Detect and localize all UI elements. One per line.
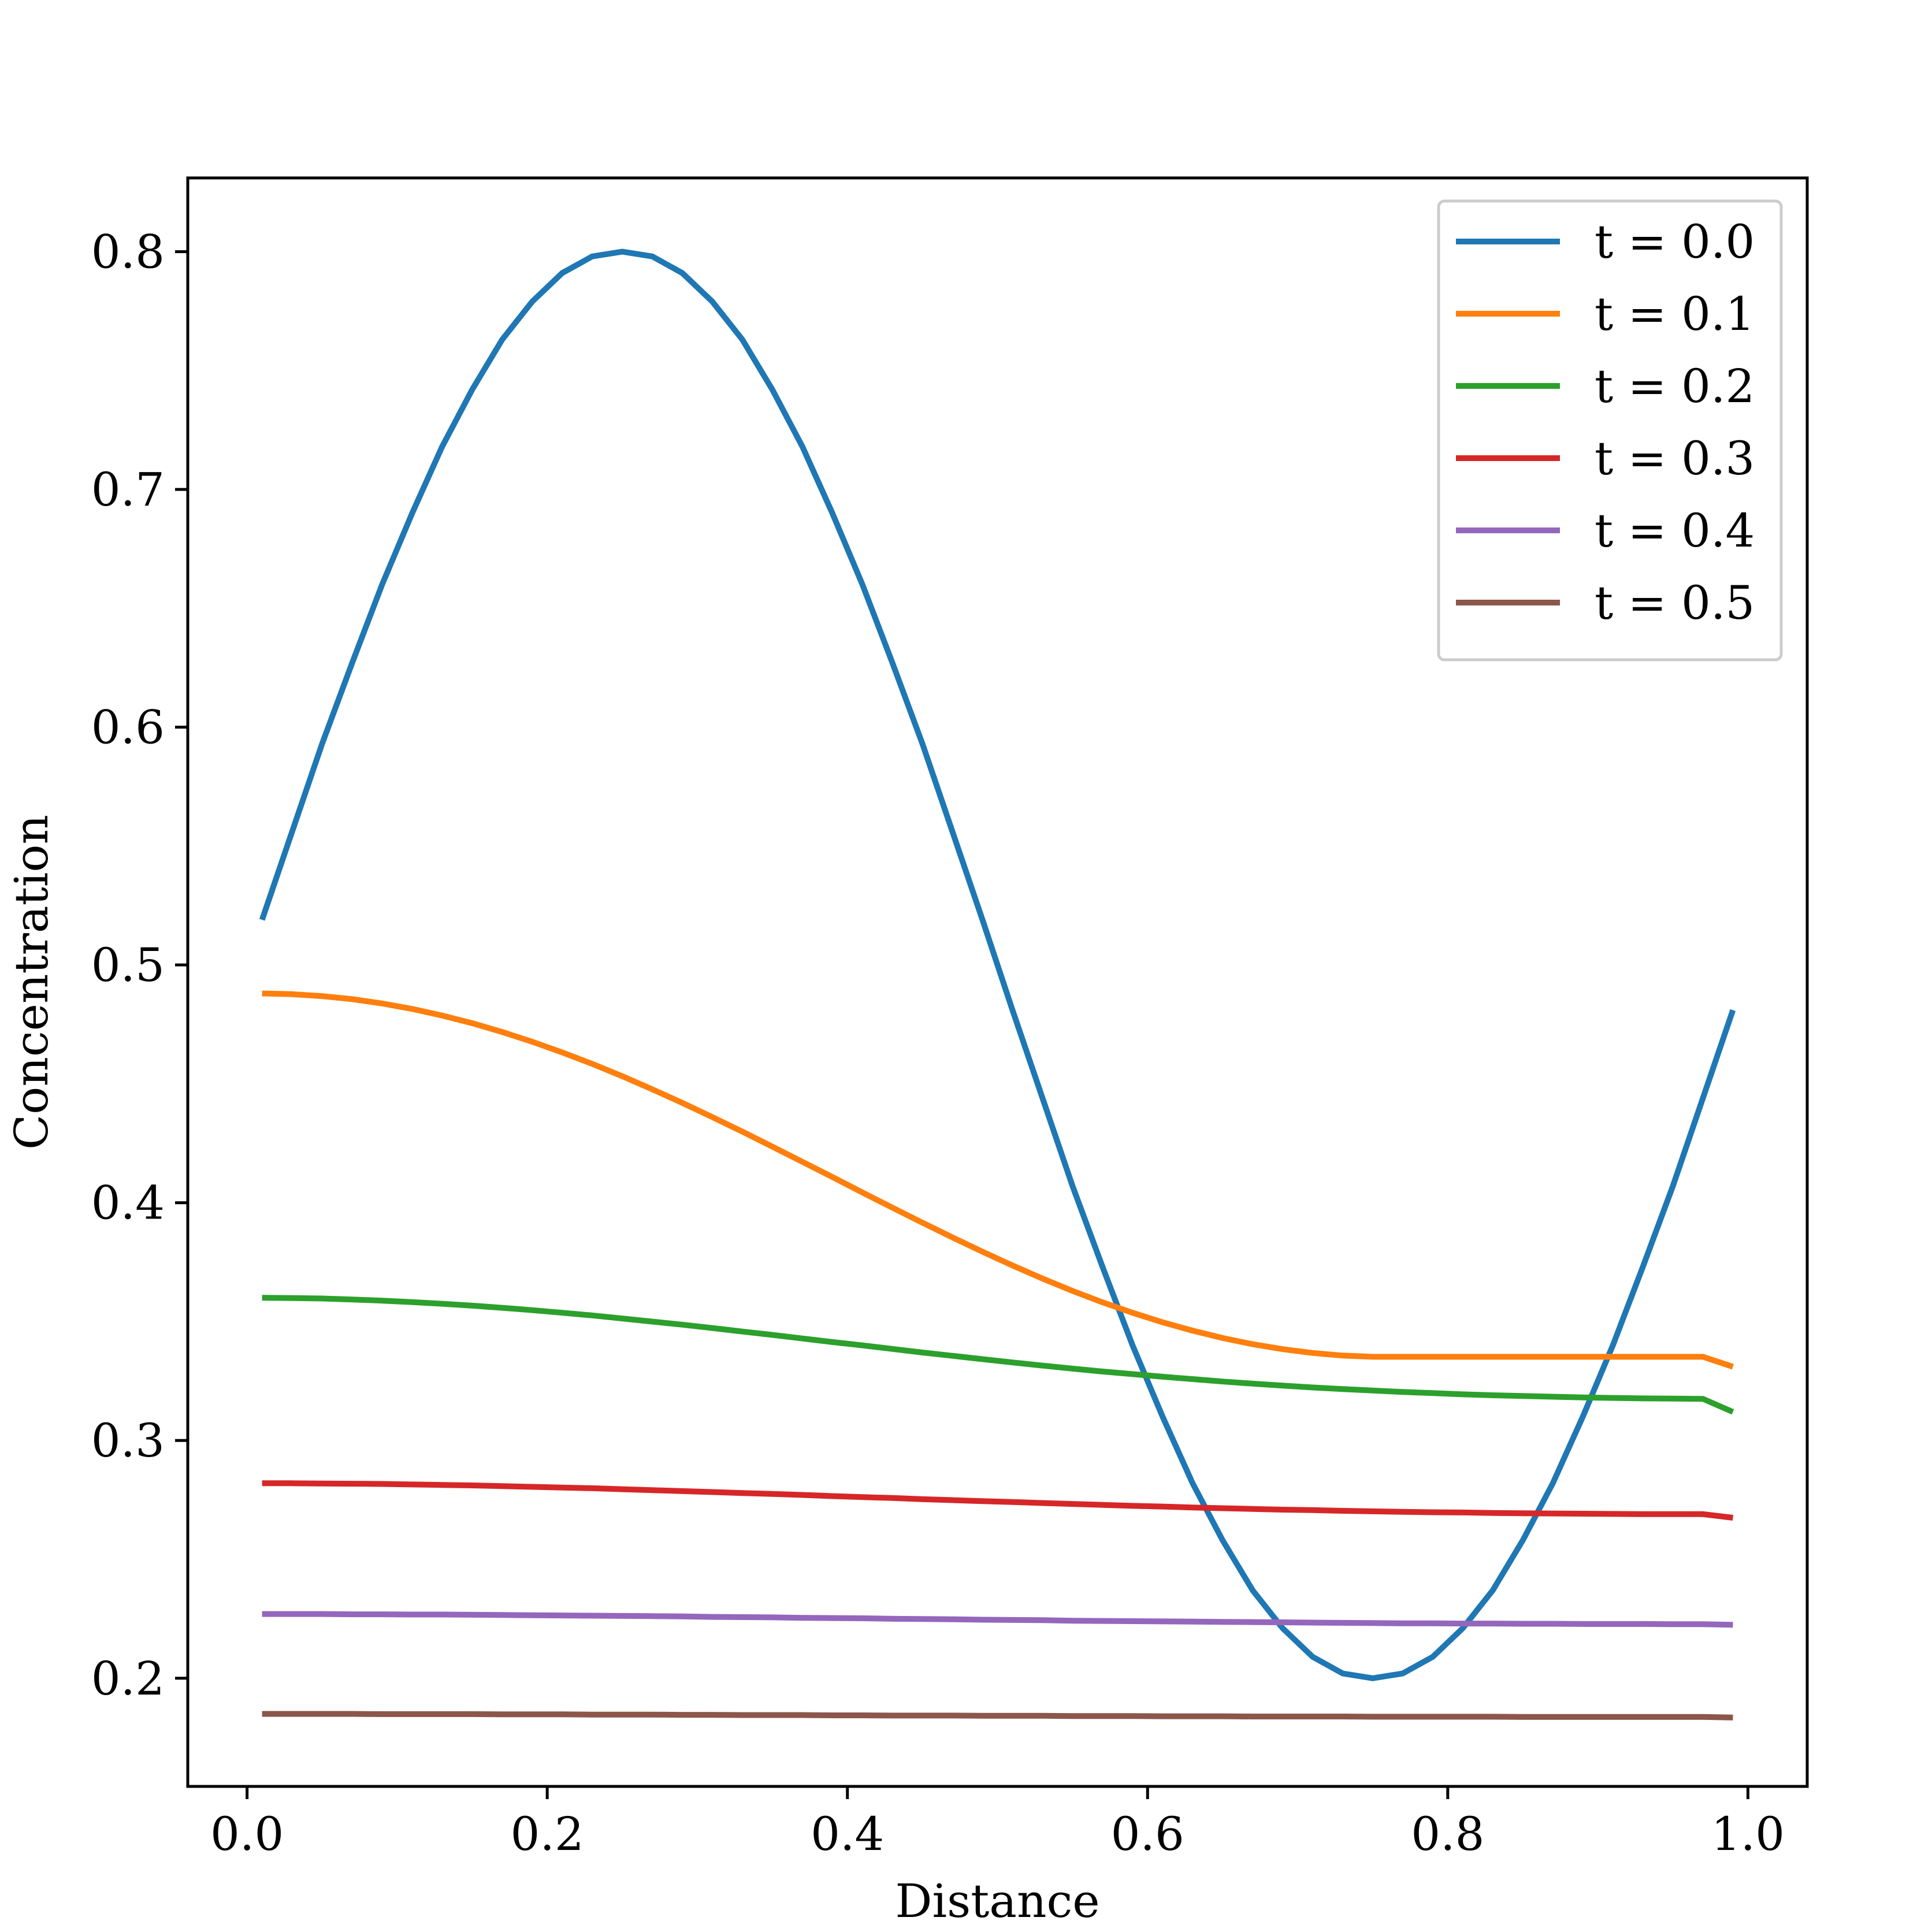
x-tick-label: 0.4 xyxy=(811,1807,884,1861)
legend-label: t = 0.0 xyxy=(1595,215,1755,269)
series-line-3 xyxy=(262,1295,1734,1415)
x-axis-label: Distance xyxy=(895,1874,1099,1928)
series-line-2 xyxy=(262,990,1734,1370)
y-tick-label: 0.2 xyxy=(91,1652,165,1706)
x-tick-label: 0.0 xyxy=(210,1807,284,1861)
x-tick-label: 1.0 xyxy=(1711,1807,1785,1861)
y-tick-label: 0.6 xyxy=(91,701,165,755)
x-tick-label: 0.8 xyxy=(1411,1807,1484,1861)
y-tick-label: 0.3 xyxy=(91,1414,165,1467)
legend-label: t = 0.5 xyxy=(1595,576,1755,630)
series-layer xyxy=(259,248,1736,1721)
legend: t = 0.0 t = 0.1 t = 0.2 t = 0.3 t = 0.4 t = 0… xyxy=(1437,199,1783,662)
y-tick-label: 0.7 xyxy=(91,463,165,517)
y-tick-label: 0.4 xyxy=(91,1176,165,1230)
legend-label: t = 0.3 xyxy=(1595,432,1755,485)
x-tick-label: 0.6 xyxy=(1111,1807,1184,1861)
y-axis: 0.2 0.3 0.4 0.5 0.6 0.7 0.8 xyxy=(91,225,188,1706)
plot-frame xyxy=(186,176,1809,1788)
y-tick-label: 0.8 xyxy=(91,225,165,279)
series-line-5 xyxy=(262,1611,1733,1628)
series-line-1 xyxy=(259,248,1736,1681)
series-line-6 xyxy=(262,1711,1733,1721)
x-tick-label: 0.2 xyxy=(511,1807,584,1861)
y-tick-label: 0.5 xyxy=(91,938,165,992)
legend-label: t = 0.2 xyxy=(1595,359,1755,413)
y-axis-label: Concentration xyxy=(5,815,58,1150)
x-axis: 0.0 0.2 0.4 0.6 0.8 1.0 xyxy=(210,1786,1785,1861)
legend-label: t = 0.4 xyxy=(1595,504,1755,558)
legend-label: t = 0.1 xyxy=(1595,287,1755,341)
series-line-4 xyxy=(262,1480,1733,1521)
